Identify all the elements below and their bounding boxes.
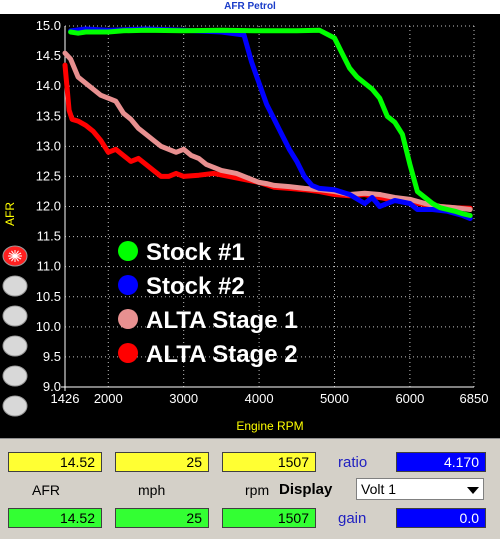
rpm-label: rpm xyxy=(245,482,270,498)
window-title: AFR Petrol xyxy=(0,0,500,14)
x-axis-label: Engine RPM xyxy=(236,419,303,433)
display-selected-value: Volt 1 xyxy=(361,481,397,497)
legend-marker xyxy=(118,275,138,295)
y-tick-label: 14.0 xyxy=(36,78,61,93)
y-tick-label: 12.5 xyxy=(36,168,61,183)
channel-button[interactable] xyxy=(2,335,28,357)
legend-marker xyxy=(118,309,138,329)
plot-panel: 9.0 9.5 10.0 10.5 11.0 11.5 12.0 12.5 13.0 13.5 14… xyxy=(0,14,500,438)
x-tick-label: 6000 xyxy=(395,391,424,406)
legend-label: ALTA Stage 1 xyxy=(146,307,298,334)
legend-label: Stock #2 xyxy=(146,273,245,300)
y-tick-label: 14.5 xyxy=(36,48,61,63)
y-tick-label: 9.5 xyxy=(43,349,61,364)
mph-readout-bottom: 25 xyxy=(115,508,209,528)
x-tick-label: 1426 xyxy=(51,391,80,406)
display-dropdown[interactable]: Volt 1 xyxy=(356,478,484,500)
afr-readout-top: 14.52 xyxy=(8,452,102,472)
x-tick-label: 3000 xyxy=(169,391,198,406)
channel-button[interactable] xyxy=(2,275,28,297)
legend-label: Stock #1 xyxy=(146,239,245,266)
gain-value-field[interactable]: 0.0 xyxy=(396,508,486,528)
afr-label: AFR xyxy=(32,482,60,498)
mph-label: mph xyxy=(138,482,166,498)
y-tick-label: 9.0 xyxy=(43,379,61,394)
ratio-value-field[interactable]: 4.170 xyxy=(396,452,486,472)
series-line-alta-stage-2 xyxy=(62,62,473,211)
series-line-stock-1 xyxy=(68,27,473,218)
channel-button[interactable] xyxy=(2,245,28,267)
mph-readout-top: 25 xyxy=(115,452,209,472)
rpm-readout-bottom: 1507 xyxy=(222,508,316,528)
legend-marker xyxy=(118,343,138,363)
y-tick-label: 15.0 xyxy=(36,18,61,33)
legend-label: ALTA Stage 2 xyxy=(146,341,298,368)
y-tick-label: 11.0 xyxy=(37,259,61,274)
y-tick-label: 12.0 xyxy=(36,199,61,214)
x-tick-label: 6850 xyxy=(460,391,489,406)
display-label: Display xyxy=(279,481,333,498)
x-tick-label: 2000 xyxy=(94,391,123,406)
series-line-alta-stage-1 xyxy=(62,50,473,212)
channel-button[interactable] xyxy=(2,395,28,417)
y-axis-label: AFR xyxy=(3,202,17,226)
chevron-down-icon[interactable] xyxy=(467,487,479,494)
y-tick-label: 13.5 xyxy=(36,108,61,123)
channel-button[interactable] xyxy=(2,365,28,387)
y-tick-label: 10.5 xyxy=(36,289,61,304)
afr-chart: 9.0 9.5 10.0 10.5 11.0 11.5 12.0 12.5 13.0 13.5 14… xyxy=(2,18,489,433)
gain-label: gain xyxy=(338,510,367,527)
ratio-label: ratio xyxy=(338,454,368,471)
channel-button[interactable] xyxy=(2,305,28,327)
rpm-readout-top: 1507 xyxy=(222,452,316,472)
y-tick-label: 13.0 xyxy=(36,138,61,153)
x-tick-label: 5000 xyxy=(320,391,349,406)
y-tick-label: 10.0 xyxy=(36,319,61,334)
y-tick-label: 11.5 xyxy=(37,229,61,244)
afr-readout-bottom: 14.52 xyxy=(8,508,102,528)
legend-marker xyxy=(118,241,138,261)
x-tick-label: 4000 xyxy=(245,391,274,406)
